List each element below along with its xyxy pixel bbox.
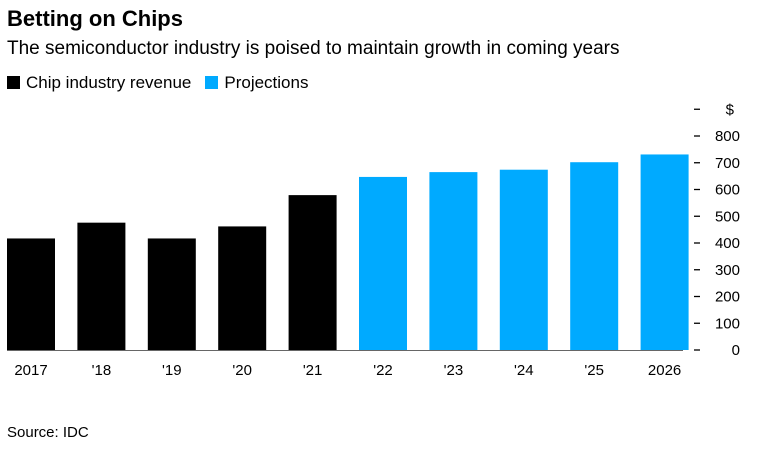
legend-swatch (205, 76, 219, 89)
y-tick-label: 700 (715, 155, 740, 172)
bar (359, 176, 407, 350)
x-tick-label: '22 (373, 362, 393, 379)
x-tick-label: 2026 (648, 362, 681, 379)
x-tick-label: '20 (232, 362, 252, 379)
bar (218, 226, 267, 350)
legend-label: Projections (224, 73, 309, 92)
bar (640, 154, 689, 350)
legend-label: Chip industry revenue (26, 73, 192, 92)
chart-subtitle: The semiconductor industry is poised to … (7, 38, 620, 59)
x-tick-label: '19 (162, 362, 182, 379)
x-tick-label: '24 (514, 362, 534, 379)
y-tick-label: 100 (715, 315, 740, 332)
legend-item-projections: Projections (205, 73, 308, 93)
x-tick-label: '21 (303, 362, 323, 379)
bar (499, 169, 548, 350)
legend-swatch (7, 76, 20, 89)
legend-item-revenue: Chip industry revenue (7, 73, 191, 93)
bar (7, 238, 55, 350)
y-tick-label: 0 (732, 342, 740, 359)
source-note: Source: IDC (7, 424, 89, 441)
legend: Chip industry revenue Projections (7, 73, 308, 93)
x-tick-label: '25 (584, 362, 604, 379)
y-tick-label: 800 (715, 128, 740, 145)
y-axis-unit: $ (726, 101, 735, 118)
bar (77, 222, 126, 350)
y-tick-label: 500 (715, 208, 740, 225)
chart-title: Betting on Chips (7, 6, 183, 31)
x-tick-label: '23 (444, 362, 464, 379)
bar (147, 238, 196, 350)
x-tick-label: 2017 (14, 362, 47, 379)
bar (288, 195, 337, 350)
y-tick-label: 400 (715, 235, 740, 252)
y-tick-label: 300 (715, 262, 740, 279)
x-tick-label: '18 (92, 362, 112, 379)
y-tick-label: 200 (715, 289, 740, 306)
y-tick-label: 600 (715, 182, 740, 199)
bar (429, 172, 478, 350)
bar (570, 162, 619, 350)
